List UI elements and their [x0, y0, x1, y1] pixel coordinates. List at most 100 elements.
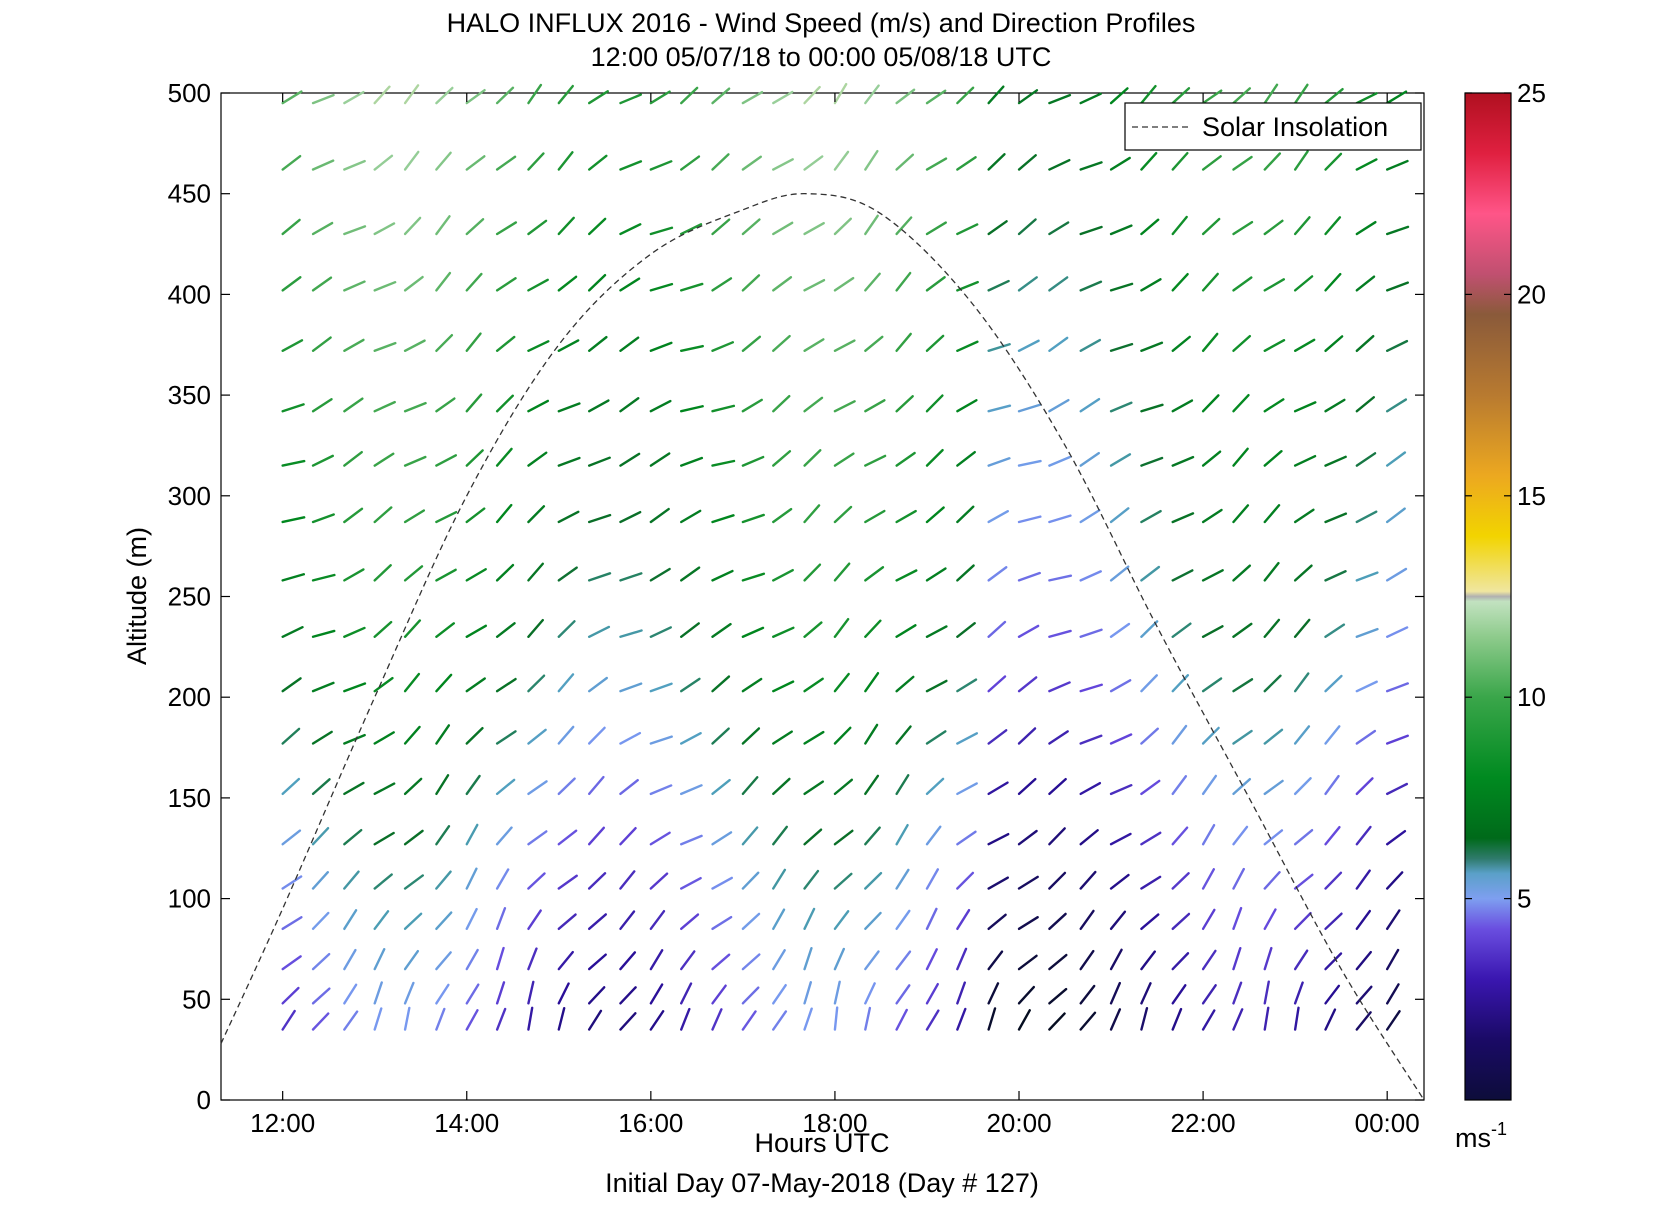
wind-barb [1385, 507, 1406, 524]
wind-barb [1079, 683, 1103, 693]
wind-barb [1171, 151, 1189, 171]
plot-area [220, 92, 1425, 1101]
wind-barb [1048, 777, 1067, 796]
x-tick-label: 14:00 [434, 1108, 499, 1138]
chart-subtitle: 12:00 05/07/18 to 00:00 05/08/18 UTC [591, 42, 1052, 72]
wind-barb [711, 514, 735, 524]
wind-barb [1201, 508, 1223, 524]
wind-barb [1355, 220, 1377, 236]
wind-barb [495, 155, 517, 171]
wind-barb [1232, 276, 1253, 292]
wind-barb [956, 399, 978, 413]
wind-barb [1201, 625, 1224, 638]
wind-barb [1140, 620, 1159, 638]
wind-barb [557, 982, 570, 1005]
wind-barb [1355, 985, 1373, 1005]
wind-barb [1293, 508, 1315, 524]
wind-barb [711, 1008, 723, 1031]
wind-barb [619, 160, 643, 171]
wind-barb [1171, 724, 1188, 745]
wind-barb [1201, 569, 1224, 582]
wind-barb [373, 676, 394, 693]
wind-barb [1385, 734, 1409, 745]
y-axis-ticks: 0 50 100 150 200 250 300 350 400 450 500 [168, 78, 1424, 1115]
wind-barb [833, 617, 850, 638]
wind-barb [281, 986, 300, 1005]
wind-barb [956, 223, 979, 236]
wind-barb [1171, 272, 1189, 292]
wind-barb [373, 452, 395, 467]
wind-barb [1017, 515, 1042, 524]
wind-barb [587, 953, 607, 971]
wind-barb [864, 774, 880, 796]
wind-barb [435, 1007, 446, 1031]
wind-barb [864, 149, 879, 171]
wind-barb [649, 226, 674, 236]
wind-barb [1048, 514, 1072, 524]
wind-barb [343, 90, 365, 105]
wind-barb [281, 218, 301, 236]
wind-barb [925, 334, 945, 352]
legend: Solar Insolation [1124, 102, 1422, 151]
wind-barb [649, 341, 673, 352]
wind-barb [587, 217, 607, 236]
wind-barb [557, 874, 578, 890]
wind-barb [649, 682, 673, 693]
wind-barb [1140, 278, 1162, 292]
wind-barb [435, 151, 452, 171]
wind-barb [343, 225, 367, 236]
wind-barb [803, 907, 816, 931]
wind-barb [1201, 823, 1216, 846]
wind-barb [1109, 282, 1134, 292]
wind-barb [465, 393, 483, 413]
wind-barb [833, 726, 852, 745]
wind-barb [527, 830, 548, 846]
wind-barb [435, 454, 458, 467]
wind-barb [1293, 454, 1317, 467]
wind-barb [1017, 829, 1038, 846]
wind-barb [803, 621, 823, 638]
wind-barb [1079, 984, 1096, 1005]
wind-barb [1171, 399, 1194, 413]
wind-barb [864, 509, 886, 524]
y-tick-label: 250 [168, 582, 211, 612]
wind-barb [864, 982, 876, 1005]
wind-barb [373, 400, 396, 413]
wind-barb [1171, 674, 1190, 693]
wind-barb [373, 873, 393, 890]
wind-barb [403, 509, 426, 524]
wind-barb [1079, 161, 1103, 171]
wind-barb [833, 400, 856, 413]
wind-barb [619, 731, 642, 745]
wind-barb [680, 282, 704, 292]
wind-barb [895, 216, 913, 236]
wind-barb [1140, 403, 1164, 413]
wind-barb [925, 394, 944, 413]
wind-barb [1385, 782, 1409, 796]
wind-barb [833, 217, 853, 236]
wind-barb [925, 506, 945, 524]
wind-barb [1048, 455, 1071, 467]
wind-barb [343, 781, 365, 796]
wind-barb [619, 1012, 637, 1031]
wind-barb [1232, 946, 1242, 971]
wind-barb [1232, 393, 1250, 413]
y-tick-label: 400 [168, 279, 211, 309]
wind-barb [587, 572, 612, 582]
wind-barb [495, 277, 517, 292]
wind-barb [343, 280, 366, 292]
wind-barb [864, 272, 881, 292]
wind-barb [803, 730, 825, 745]
wind-barb [1232, 678, 1254, 693]
wind-barb [1171, 912, 1191, 931]
wind-barb [741, 953, 761, 971]
wind-barb [465, 332, 482, 352]
wind-barb [403, 84, 420, 105]
wind-barb [557, 829, 578, 846]
wind-barb [1232, 729, 1253, 745]
wind-barb [495, 826, 513, 846]
wind-barb [557, 456, 581, 467]
wind-barb [987, 510, 1010, 524]
wind-barb [649, 1010, 665, 1031]
wind-barb [1263, 83, 1279, 105]
